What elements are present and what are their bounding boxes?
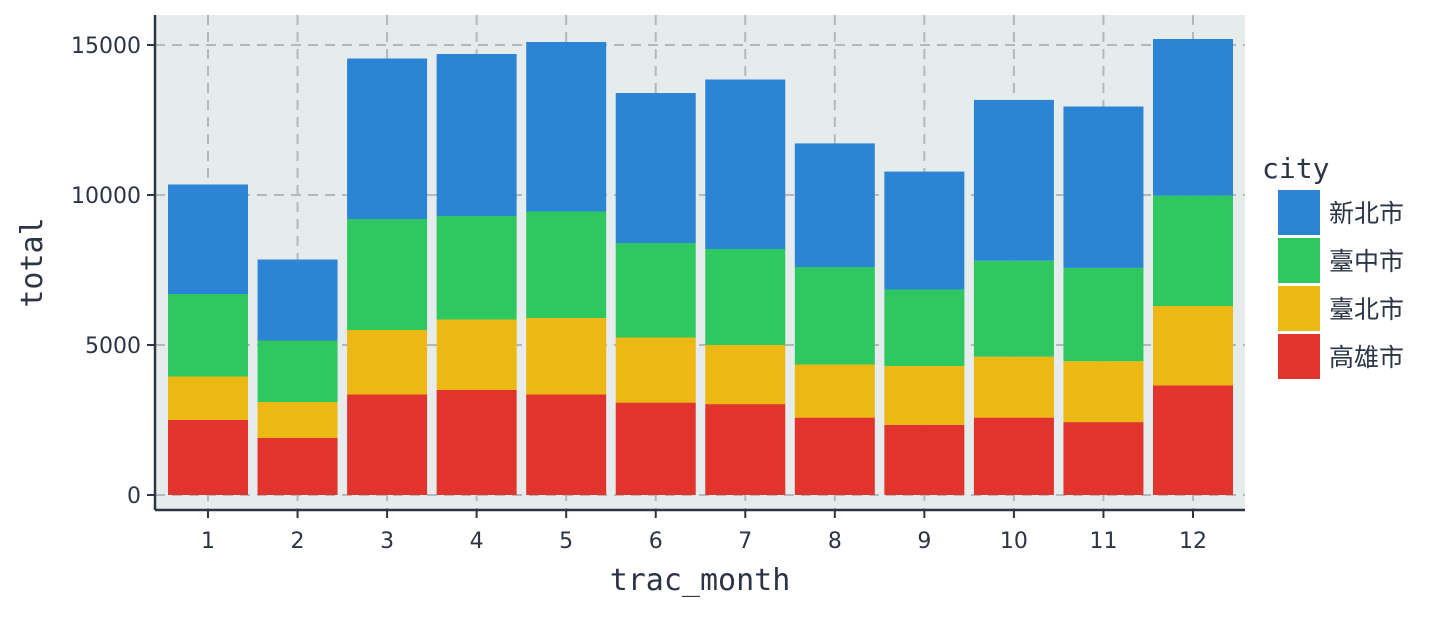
x-tick-label: 6 <box>649 529 663 554</box>
bar-segment <box>794 364 875 418</box>
y-tick-label: 0 <box>127 484 141 509</box>
bar-segment <box>526 318 607 395</box>
x-tick-label: 1 <box>201 529 215 554</box>
bar-segment <box>973 356 1054 418</box>
bar-segment <box>884 424 965 495</box>
x-tick-label: 4 <box>470 529 484 554</box>
bar-segment <box>794 267 875 365</box>
x-tick-label: 9 <box>917 529 931 554</box>
legend-title: city <box>1262 152 1329 185</box>
x-tick-label: 2 <box>291 529 305 554</box>
bar-segment <box>794 143 875 267</box>
legend-swatch <box>1278 334 1320 379</box>
bar-segment <box>1153 385 1233 495</box>
bar-segment <box>884 289 965 366</box>
bar-segment <box>257 340 338 402</box>
bar-segment <box>347 219 428 330</box>
legend-label: 臺中市 <box>1329 247 1404 276</box>
bar-segment <box>973 99 1054 261</box>
bar-segment <box>257 438 338 495</box>
bar-segment <box>705 345 786 405</box>
bar-segment <box>615 402 696 495</box>
x-tick-label: 5 <box>559 529 573 554</box>
bar-segment <box>615 337 696 403</box>
bar-segment <box>257 402 338 438</box>
bar-segment <box>257 259 338 341</box>
bar-segment <box>347 394 428 495</box>
bar-segment <box>347 58 428 219</box>
bar-segment <box>705 404 786 495</box>
bar-segment <box>615 243 696 338</box>
bar-segment <box>1153 195 1233 306</box>
bar-segment <box>168 376 248 420</box>
y-tick-label: 15000 <box>71 34 141 59</box>
bar-segment <box>347 330 428 395</box>
x-tick-label: 11 <box>1089 529 1117 554</box>
bar-segment <box>1063 361 1144 423</box>
bar-segment <box>1063 422 1144 495</box>
y-tick-label: 5000 <box>85 334 141 359</box>
bar-segment <box>705 249 786 345</box>
bar-segment <box>436 216 517 320</box>
legend-swatch <box>1278 190 1320 235</box>
bar-segment <box>436 319 517 390</box>
bar-segment <box>168 184 248 294</box>
bar-segment <box>705 79 786 249</box>
legend-label: 新北市 <box>1329 199 1404 228</box>
y-tick-label: 10000 <box>71 184 141 209</box>
x-axis-title: trac_month <box>610 563 791 598</box>
bar-segment <box>526 211 607 318</box>
x-tick-label: 3 <box>380 529 394 554</box>
bar-segment <box>526 394 607 495</box>
y-axis-title: total <box>15 217 50 307</box>
bar-segment <box>436 54 517 216</box>
legend-swatch <box>1278 238 1320 283</box>
bar-segment <box>1063 267 1144 362</box>
bar-segment <box>794 417 875 495</box>
x-tick-label: 8 <box>828 529 842 554</box>
bar-segment <box>884 171 965 290</box>
bar-segment <box>526 42 607 212</box>
legend-swatch <box>1278 286 1320 331</box>
bar-segment <box>168 420 248 495</box>
legend-label: 高雄市 <box>1329 343 1404 372</box>
bar-segment <box>973 260 1054 357</box>
bar-segment <box>436 390 517 495</box>
bar-segment <box>1153 39 1233 196</box>
x-tick-label: 7 <box>738 529 752 554</box>
x-tick-label: 10 <box>1000 529 1028 554</box>
bar-segment <box>1153 306 1233 386</box>
x-tick-label: 12 <box>1179 529 1207 554</box>
legend-label: 臺北市 <box>1329 295 1404 324</box>
bars <box>168 39 1233 495</box>
bar-segment <box>1063 106 1144 268</box>
bar-segment <box>168 294 248 377</box>
bar-segment <box>884 366 965 425</box>
bar-segment <box>973 417 1054 495</box>
bar-segment <box>615 93 696 243</box>
